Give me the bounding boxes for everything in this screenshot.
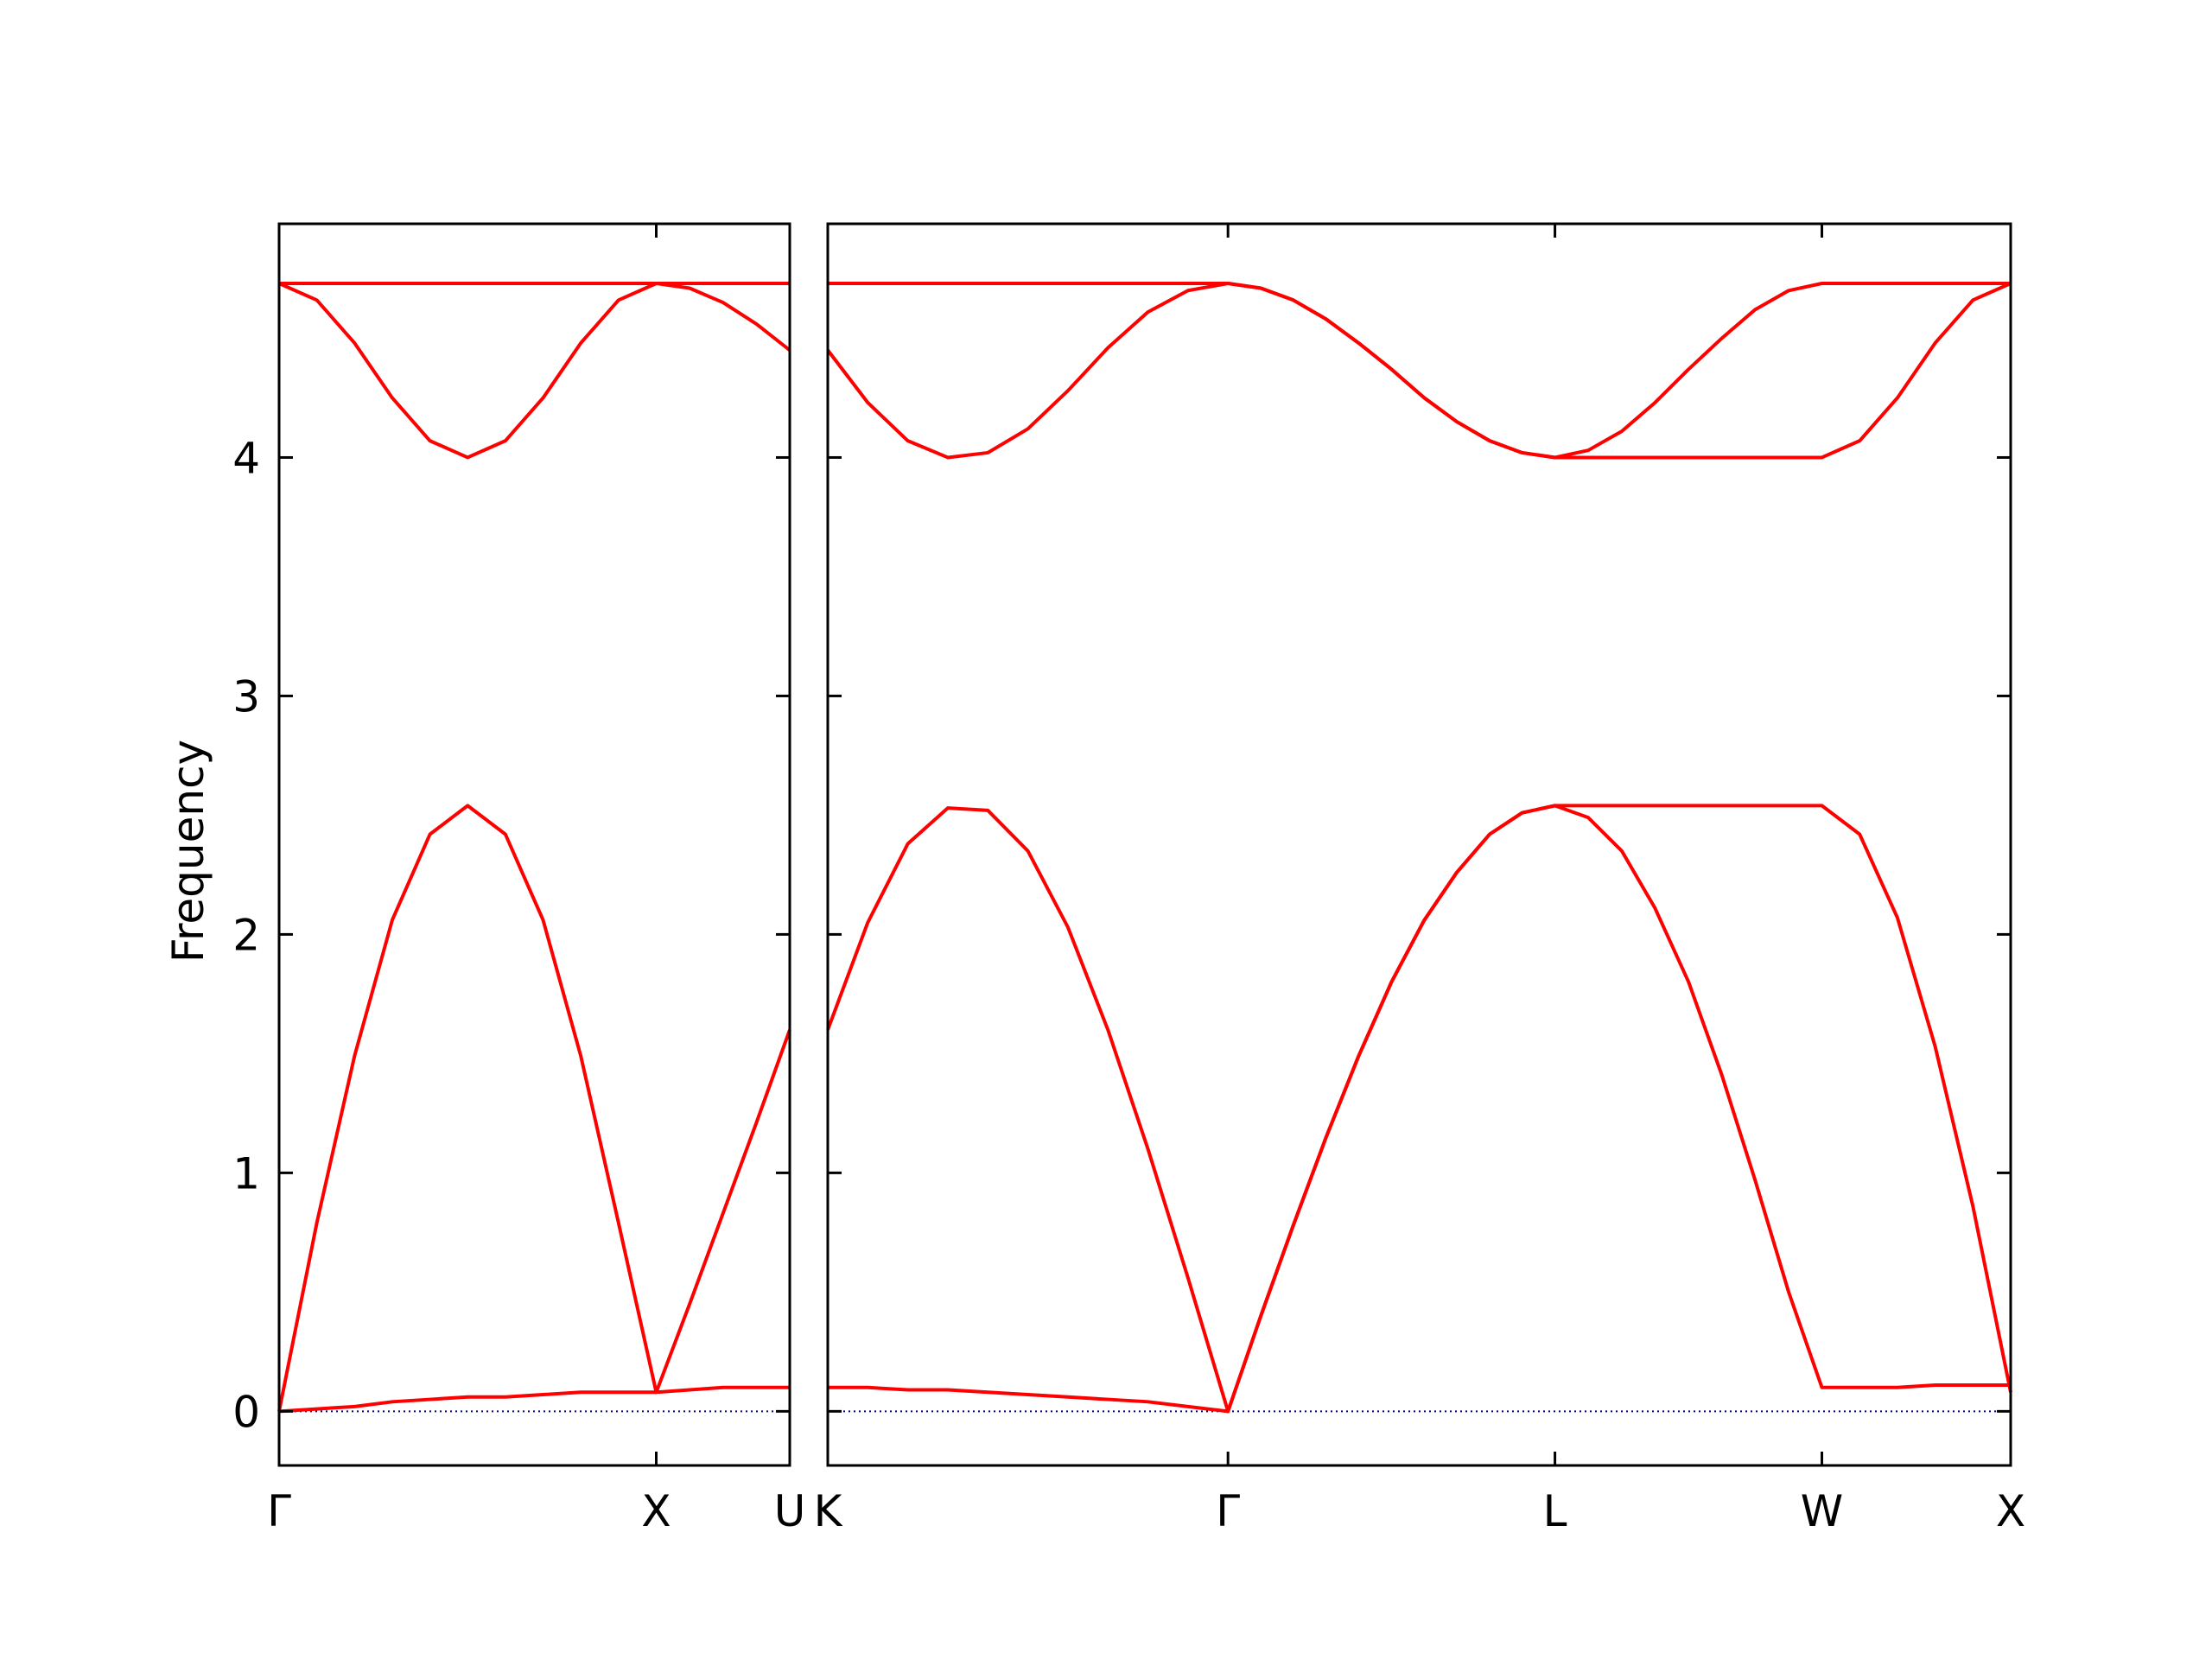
- band-line: [826, 804, 2012, 1414]
- x-tick-label: Γ: [267, 1486, 291, 1536]
- y-tick-label: 3: [232, 671, 260, 721]
- y-axis-label: Frequency: [163, 740, 213, 963]
- y-tick-label: 0: [232, 1387, 260, 1437]
- plot-frame: [277, 222, 791, 1467]
- band-line: [278, 281, 791, 460]
- band-line: [278, 1385, 790, 1414]
- x-tick-label: U: [774, 1486, 806, 1536]
- x-tick-label: X: [641, 1486, 671, 1536]
- band-line: [828, 804, 2011, 1414]
- x-tick-label: L: [1543, 1486, 1567, 1536]
- y-tick-label: 2: [232, 910, 260, 960]
- x-tick-label: W: [1801, 1486, 1843, 1536]
- y-tick-label: 1: [232, 1148, 260, 1198]
- x-tick-label: K: [814, 1486, 843, 1536]
- band-line: [828, 281, 2011, 460]
- band-line: [826, 281, 2012, 460]
- y-tick-label: 4: [232, 433, 260, 483]
- band-line: [277, 804, 791, 1412]
- plot-frame: [826, 222, 2012, 1467]
- x-tick-label: Γ: [1216, 1486, 1240, 1536]
- x-tick-label: X: [1996, 1486, 2025, 1536]
